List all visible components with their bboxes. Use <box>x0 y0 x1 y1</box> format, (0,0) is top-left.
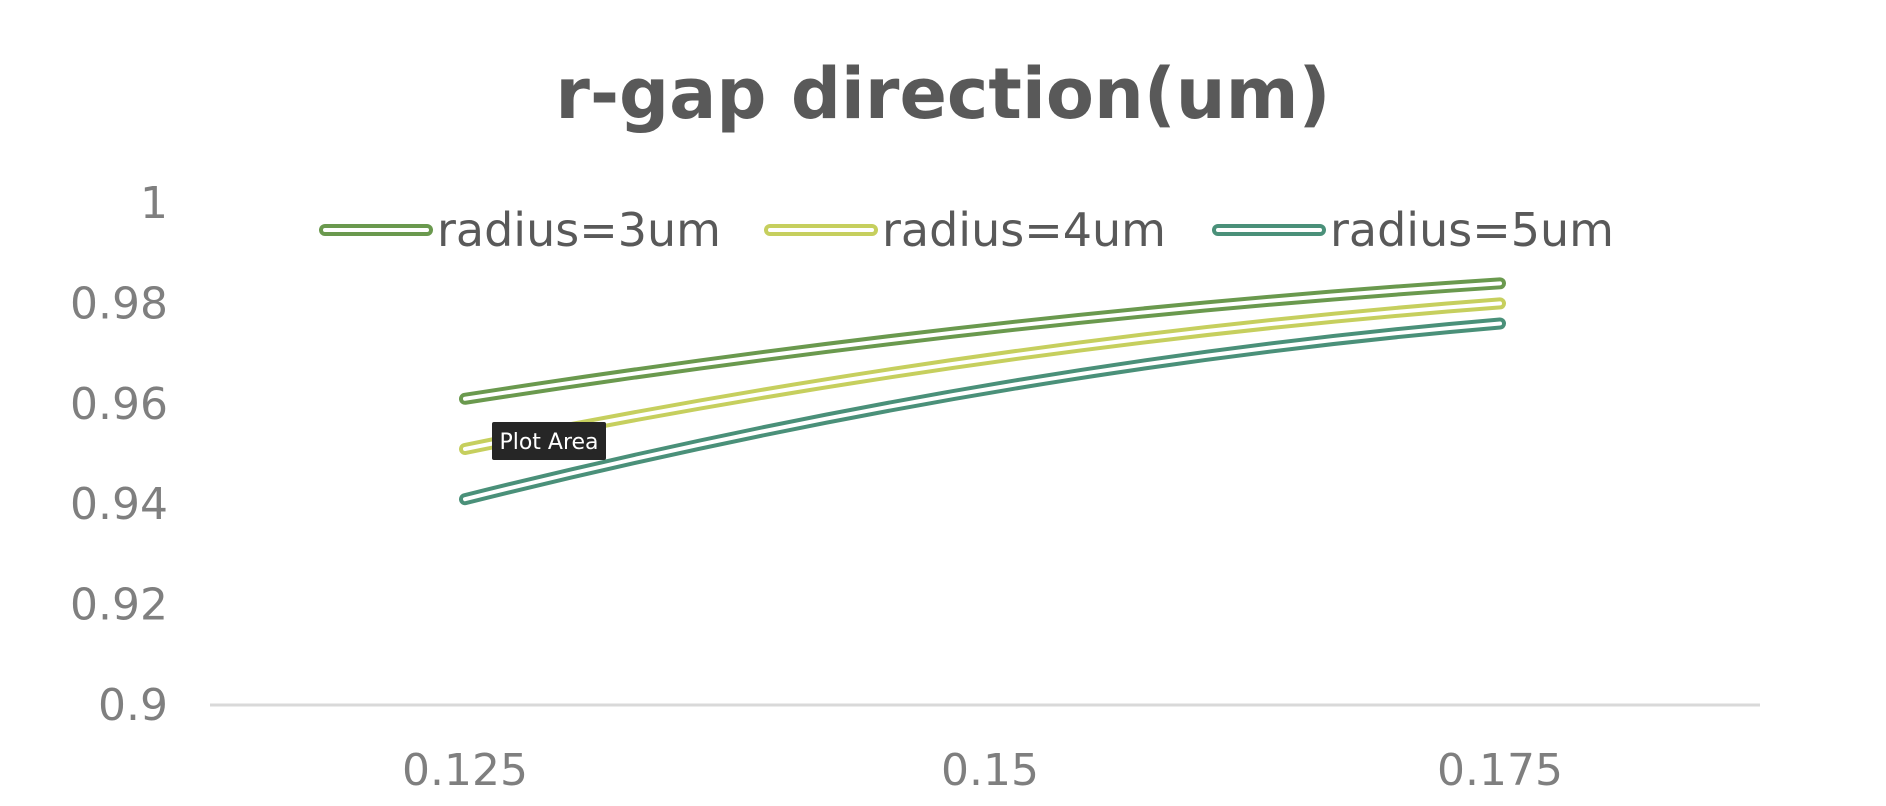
legend-label: radius=4um <box>882 203 1166 257</box>
y-tick-label: 0.96 <box>70 379 168 430</box>
x-tick-label: 0.175 <box>1437 745 1563 796</box>
y-axis: 0.9 0.92 0.94 0.96 0.98 1 <box>70 178 168 731</box>
legend-label: radius=3um <box>437 203 721 257</box>
tooltip-label: Plot Area <box>499 430 598 455</box>
plot-area[interactable] <box>459 277 1506 506</box>
series-outline <box>459 317 1506 506</box>
y-tick-label: 0.92 <box>70 580 168 631</box>
series-inner <box>463 321 1502 502</box>
x-axis: 0.125 0.15 0.175 <box>402 745 1563 796</box>
tooltip-background <box>492 422 606 460</box>
series-line-1[interactable] <box>459 277 1506 405</box>
legend-label: radius=5um <box>1330 203 1614 257</box>
chart-title: r-gap direction(um) <box>555 53 1330 135</box>
y-tick-label: 0.98 <box>70 278 168 329</box>
y-tick-label: 1 <box>140 178 168 229</box>
legend-item[interactable]: radius=4um <box>764 203 1166 257</box>
x-tick-label: 0.125 <box>402 745 528 796</box>
series-line-3[interactable] <box>459 317 1506 506</box>
x-tick-label: 0.15 <box>941 745 1039 796</box>
y-tick-label: 0.94 <box>70 479 168 530</box>
series-inner <box>463 281 1502 401</box>
legend: radius=3um radius=4um radius=5um <box>319 203 1614 257</box>
series-line-2[interactable] <box>459 297 1506 455</box>
legend-item[interactable]: radius=3um <box>319 203 721 257</box>
series-inner <box>463 301 1502 451</box>
plot-area-tooltip: Plot Area <box>492 422 606 460</box>
legend-item[interactable]: radius=5um <box>1212 203 1614 257</box>
y-tick-label: 0.9 <box>98 680 168 731</box>
